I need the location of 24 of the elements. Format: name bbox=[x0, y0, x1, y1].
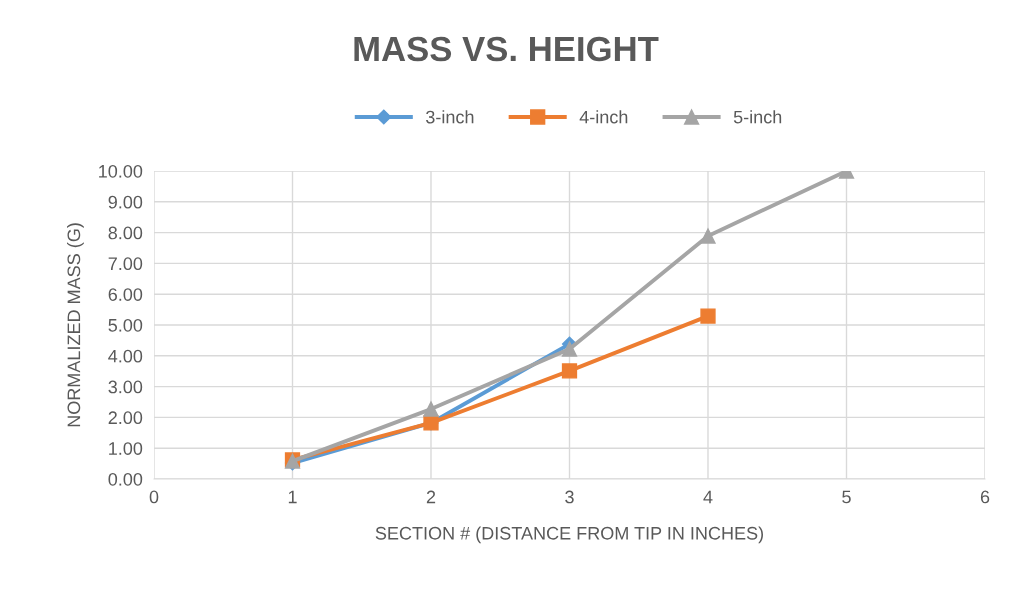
y-tick-label: 9.00 bbox=[108, 195, 143, 209]
legend-label: 4-inch bbox=[579, 110, 628, 124]
x-tick-label: 0 bbox=[149, 490, 159, 504]
y-tick-label: 0.00 bbox=[108, 472, 143, 486]
legend-label: 5-inch bbox=[733, 110, 782, 124]
legend-label: 3-inch bbox=[426, 110, 474, 124]
x-tick-label: 1 bbox=[288, 490, 297, 504]
x-tick-label: 2 bbox=[426, 490, 436, 504]
y-tick-label: 3.00 bbox=[108, 380, 143, 394]
x-tick-label: 5 bbox=[842, 490, 851, 504]
y-tick-label: 2.00 bbox=[108, 411, 143, 425]
y-tick-label: 8.00 bbox=[108, 226, 143, 240]
x-tick-label: 4 bbox=[703, 490, 713, 504]
y-tick-label: 7.00 bbox=[108, 257, 143, 271]
y-tick-label: 4.00 bbox=[108, 349, 143, 363]
y-tick-label: 6.00 bbox=[108, 288, 143, 301]
y-tick-label: 10.00 bbox=[99, 164, 143, 178]
chart-title: MASS VS. HEIGHT bbox=[354, 36, 659, 62]
x-tick-label: 3 bbox=[565, 490, 574, 504]
y-tick-label: 5.00 bbox=[108, 318, 143, 332]
x-tick-label: 6 bbox=[980, 490, 990, 504]
x-axis-title: SECTION # (DISTANCE FROM TIP IN INCHES) bbox=[375, 526, 764, 544]
y-axis-title: NORMALIZED MASS (G) bbox=[66, 223, 84, 427]
y-tick-label: 1.00 bbox=[109, 442, 143, 455]
